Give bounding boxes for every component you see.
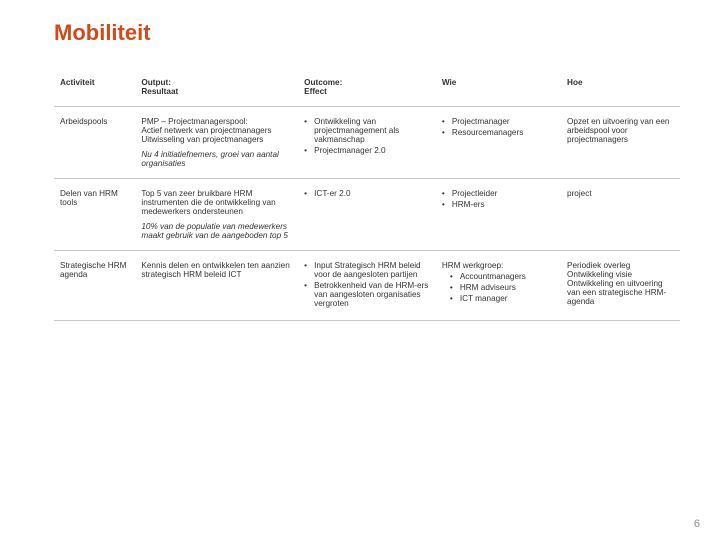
col-output: Output: Resultaat	[135, 68, 298, 107]
table-body: ArbeidspoolsPMP – Projectmanagerspool:Ac…	[54, 107, 680, 321]
mobiliteit-table: Activiteit Output: Resultaat Outcome: Ef…	[54, 68, 680, 321]
table-row: Delen van HRM toolsTop 5 van zeer bruikb…	[54, 179, 680, 251]
col-activiteit: Activiteit	[54, 68, 135, 107]
table-row: Strategische HRM agendaKennis delen en o…	[54, 251, 680, 321]
list-item: Ontwikkeling van projectmanagement als v…	[304, 117, 430, 144]
cell-hoe: project	[561, 179, 680, 251]
list-item: HRM adviseurs	[442, 283, 555, 292]
col-wie: Wie	[436, 68, 561, 107]
cell-output-italic: Nu 4 initiatiefnemers, groei van aantal …	[141, 150, 292, 168]
list-item: HRM-ers	[442, 200, 555, 209]
wie-group-head: HRM werkgroep:	[442, 261, 555, 270]
col-hoe: Hoe	[561, 68, 680, 107]
page-number: 6	[694, 518, 700, 530]
cell-output-italic: 10% van de populatie van medewerkers maa…	[141, 222, 292, 240]
cell-output: Kennis delen en ontwikkelen ten aanzien …	[135, 251, 298, 321]
cell-wie: Projectleider HRM-ers	[436, 179, 561, 251]
list-item: Projectmanager	[442, 117, 555, 126]
table-header-row: Activiteit Output: Resultaat Outcome: Ef…	[54, 68, 680, 107]
cell-hoe: Periodiek overlegOntwikkeling visieOntwi…	[561, 251, 680, 321]
list-item: Accountmanagers	[442, 272, 555, 281]
cell-output: PMP – Projectmanagerspool:Actief netwerk…	[135, 107, 298, 179]
table-row: ArbeidspoolsPMP – Projectmanagerspool:Ac…	[54, 107, 680, 179]
cell-outcome: Ontwikkeling van projectmanagement als v…	[298, 107, 436, 179]
cell-activiteit: Delen van HRM tools	[54, 179, 135, 251]
page-title: Mobiliteit	[54, 20, 680, 46]
list-item: Projectmanager 2.0	[304, 146, 430, 155]
list-item: Input Strategisch HRM beleid voor de aan…	[304, 261, 430, 279]
list-item: Resourcemanagers	[442, 128, 555, 137]
col-outcome: Outcome: Effect	[298, 68, 436, 107]
cell-hoe: Opzet en uitvoering van een arbeidspool …	[561, 107, 680, 179]
cell-wie: HRM werkgroep: Accountmanagers HRM adviseu…	[436, 251, 561, 321]
col-outcome-l1: Outcome:	[304, 78, 342, 87]
col-output-l2: Resultaat	[141, 87, 178, 96]
cell-activiteit: Arbeidspools	[54, 107, 135, 179]
list-item: ICT-er 2.0	[304, 189, 430, 198]
cell-output: Top 5 van zeer bruikbare HRM instrumente…	[135, 179, 298, 251]
list-item: ICT manager	[442, 294, 555, 303]
list-item: Betrokkenheid van de HRM-ers van aangesl…	[304, 281, 430, 308]
col-output-l1: Output:	[141, 78, 171, 87]
col-outcome-l2: Effect	[304, 87, 327, 96]
cell-outcome: Input Strategisch HRM beleid voor de aan…	[298, 251, 436, 321]
cell-wie: Projectmanager Resourcemanagers	[436, 107, 561, 179]
list-item: Projectleider	[442, 189, 555, 198]
cell-outcome: ICT-er 2.0	[298, 179, 436, 251]
cell-activiteit: Strategische HRM agenda	[54, 251, 135, 321]
